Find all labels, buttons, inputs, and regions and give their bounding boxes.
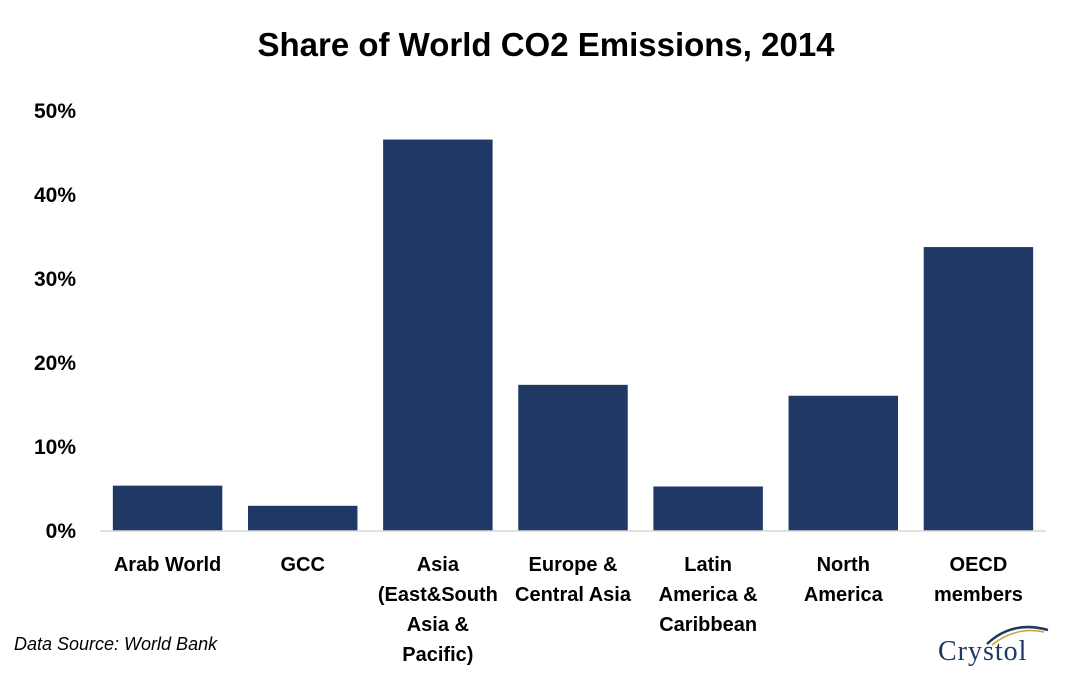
chart-title: Share of World CO2 Emissions, 2014	[257, 26, 835, 63]
y-tick-label: 30%	[34, 268, 76, 291]
y-tick-label: 40%	[34, 184, 76, 207]
bar	[247, 505, 358, 531]
x-tick-label: OECD members	[934, 554, 1023, 606]
bar	[788, 395, 899, 531]
logo-swoosh-icon	[986, 625, 1049, 646]
y-tick-label: 50%	[34, 100, 76, 123]
bar	[112, 485, 223, 531]
x-tick-label: Asia (East&South Asia & Pacific)	[378, 554, 498, 666]
y-tick-label: 0%	[46, 520, 77, 543]
x-tick-label: Arab World	[114, 554, 221, 576]
bar	[653, 486, 763, 531]
y-tick-label: 10%	[34, 436, 76, 459]
x-tick-label: Latin America & Caribbean	[659, 554, 758, 636]
x-tick-label: Europe & Central Asia	[515, 554, 632, 606]
bar	[383, 139, 493, 531]
bar	[518, 384, 628, 531]
logo-wordmark: Crystol	[938, 636, 1028, 667]
y-tick-label: 20%	[34, 352, 76, 375]
x-tick-label: GCC	[280, 554, 324, 576]
data-source-note: Data Source: World Bank	[14, 634, 218, 654]
x-tick-label: North America	[804, 554, 884, 606]
bar	[923, 247, 1034, 531]
company-logo: Crystol	[932, 618, 1062, 670]
